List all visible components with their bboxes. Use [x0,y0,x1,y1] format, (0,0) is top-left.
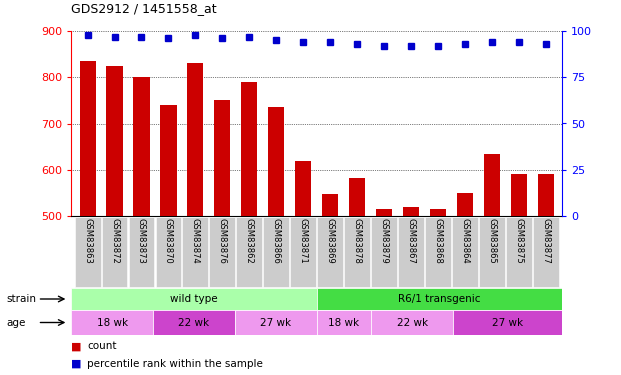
Bar [295,160,311,216]
Bar [349,178,365,216]
FancyBboxPatch shape [75,217,101,286]
Bar [453,310,562,335]
Text: 27 wk: 27 wk [260,318,291,327]
Text: R6/1 transgenic: R6/1 transgenic [398,294,481,304]
Text: GSM83878: GSM83878 [353,218,361,264]
FancyBboxPatch shape [317,217,343,286]
Bar [484,154,500,216]
Text: GSM83869: GSM83869 [325,218,335,264]
Bar [241,82,258,216]
Text: GSM83873: GSM83873 [137,218,146,264]
FancyBboxPatch shape [102,217,127,286]
Text: GSM83868: GSM83868 [433,218,443,264]
FancyBboxPatch shape [398,217,424,286]
Text: wild type: wild type [170,294,218,304]
Bar [134,77,150,216]
Text: age: age [6,318,25,327]
Text: GSM83866: GSM83866 [272,218,281,264]
Text: GDS2912 / 1451558_at: GDS2912 / 1451558_at [71,3,217,15]
Text: GSM83867: GSM83867 [407,218,415,264]
Bar [214,100,230,216]
Bar [188,63,204,216]
FancyBboxPatch shape [155,217,181,286]
Text: GSM83871: GSM83871 [299,218,308,264]
FancyBboxPatch shape [290,217,316,286]
Text: GSM83875: GSM83875 [514,218,524,264]
Text: GSM83876: GSM83876 [218,218,227,264]
Bar [371,310,453,335]
Text: GSM83862: GSM83862 [245,218,254,264]
Bar [376,209,392,216]
Bar [71,288,317,310]
FancyBboxPatch shape [479,217,505,286]
FancyBboxPatch shape [209,217,235,286]
Text: GSM83870: GSM83870 [164,218,173,264]
FancyBboxPatch shape [506,217,532,286]
Bar [71,310,153,335]
FancyBboxPatch shape [425,217,451,286]
Bar [153,310,235,335]
FancyBboxPatch shape [183,217,209,286]
Bar [322,194,338,216]
Bar [457,193,473,216]
FancyBboxPatch shape [237,217,262,286]
FancyBboxPatch shape [371,217,397,286]
Text: GSM83879: GSM83879 [379,218,389,264]
Bar [538,174,554,216]
Text: GSM83874: GSM83874 [191,218,200,264]
Bar [430,209,446,216]
Text: 18 wk: 18 wk [97,318,128,327]
Bar [235,310,317,335]
Text: 18 wk: 18 wk [329,318,360,327]
Text: ■: ■ [71,341,82,351]
FancyBboxPatch shape [263,217,289,286]
Text: GSM83872: GSM83872 [110,218,119,264]
Text: percentile rank within the sample: percentile rank within the sample [87,359,263,369]
Text: 22 wk: 22 wk [178,318,210,327]
Bar [160,105,176,216]
FancyBboxPatch shape [344,217,370,286]
Text: GSM83865: GSM83865 [487,218,496,264]
Bar [317,288,562,310]
FancyBboxPatch shape [452,217,478,286]
Bar [79,61,96,216]
FancyBboxPatch shape [533,217,559,286]
Text: count: count [87,341,117,351]
Text: strain: strain [6,294,36,304]
FancyBboxPatch shape [129,217,155,286]
Bar [511,174,527,216]
Text: 22 wk: 22 wk [397,318,428,327]
Text: GSM83863: GSM83863 [83,218,92,264]
Bar [106,66,122,216]
Bar [268,107,284,216]
Bar [317,310,371,335]
Bar [403,207,419,216]
Text: 27 wk: 27 wk [492,318,523,327]
Text: GSM83877: GSM83877 [542,218,550,264]
Text: GSM83864: GSM83864 [460,218,469,264]
Text: ■: ■ [71,359,82,369]
